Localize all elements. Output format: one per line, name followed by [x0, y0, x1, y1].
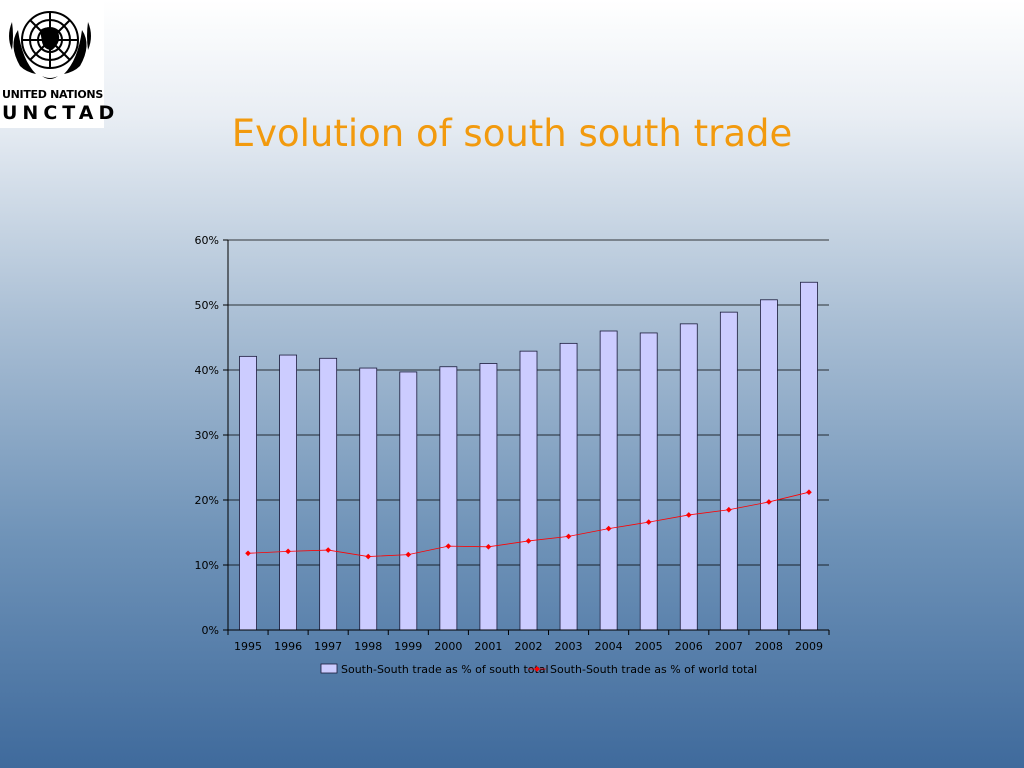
un-logo: UNITED NATIONS UNCTAD — [0, 0, 114, 128]
x-tick-label: 1999 — [394, 640, 422, 653]
x-tick-label: 2005 — [635, 640, 663, 653]
bar — [399, 371, 418, 631]
y-tick-label: 50% — [195, 299, 219, 312]
x-tick-label: 2004 — [595, 640, 623, 653]
legend: South-South trade as % of south total Sou… — [320, 663, 757, 676]
legend-label-line: South-South trade as % of world total — [550, 663, 757, 676]
line-point — [525, 538, 532, 544]
bar — [679, 323, 698, 631]
bar — [479, 363, 498, 631]
bar — [359, 367, 378, 631]
bar — [239, 355, 257, 631]
legend-swatch-marker — [534, 666, 540, 672]
x-tick-label: 2008 — [755, 640, 783, 653]
axes: 0% 10% 20% 30% 40% 50% 60% 1995 1996 1997 1998 1999… — [195, 234, 830, 653]
logo-text-united-nations: UNITED NATIONS — [2, 88, 103, 101]
x-tick-label: 1998 — [354, 640, 382, 653]
y-tick-label: 30% — [195, 429, 219, 442]
bar — [599, 330, 618, 631]
line-point — [685, 512, 692, 518]
y-tick-label: 40% — [195, 364, 219, 377]
y-tick-label: 0% — [202, 624, 219, 637]
x-tick-label: 1995 — [234, 640, 262, 653]
line-point — [605, 525, 612, 532]
bar — [800, 281, 818, 631]
line-point — [445, 543, 452, 549]
x-tick-label: 2003 — [555, 640, 583, 653]
bar-series — [239, 281, 818, 631]
legend-swatch-bar — [320, 663, 338, 674]
bar — [559, 342, 578, 631]
line-point — [285, 548, 291, 555]
bar — [719, 311, 738, 631]
legend-label-bar: South-South trade as % of south total — [341, 663, 549, 676]
un-emblem-icon — [9, 11, 91, 79]
bar — [639, 332, 658, 631]
bar — [319, 357, 338, 631]
line-point — [325, 547, 331, 553]
x-tick-label: 1997 — [314, 640, 342, 653]
line-point — [405, 551, 412, 558]
line-series — [245, 489, 812, 560]
line-point — [766, 499, 772, 505]
bar — [760, 299, 778, 631]
line-point — [726, 506, 732, 513]
x-tick-label: 2002 — [515, 640, 543, 653]
line-point — [645, 519, 652, 525]
logo-text-unctad: UNCTAD — [2, 102, 120, 124]
line-point — [565, 533, 572, 540]
y-tick-label: 10% — [195, 559, 219, 572]
bar — [519, 350, 538, 631]
x-tick-label: 2009 — [795, 640, 823, 653]
line-point — [245, 550, 251, 557]
x-tick-label: 2001 — [474, 640, 502, 653]
bar — [279, 354, 298, 631]
y-tick-label: 20% — [195, 494, 219, 507]
y-tick-label: 60% — [195, 234, 219, 247]
x-tick-label: 2007 — [715, 640, 743, 653]
line-point — [485, 543, 492, 550]
slide-title: Evolution of south south trade — [231, 112, 793, 155]
x-tick-label: 2006 — [675, 640, 703, 653]
x-tick-label: 1996 — [274, 640, 302, 653]
line-point — [365, 553, 372, 560]
line-point — [806, 489, 812, 496]
bar — [439, 366, 458, 631]
x-tick-label: 2000 — [434, 640, 462, 653]
